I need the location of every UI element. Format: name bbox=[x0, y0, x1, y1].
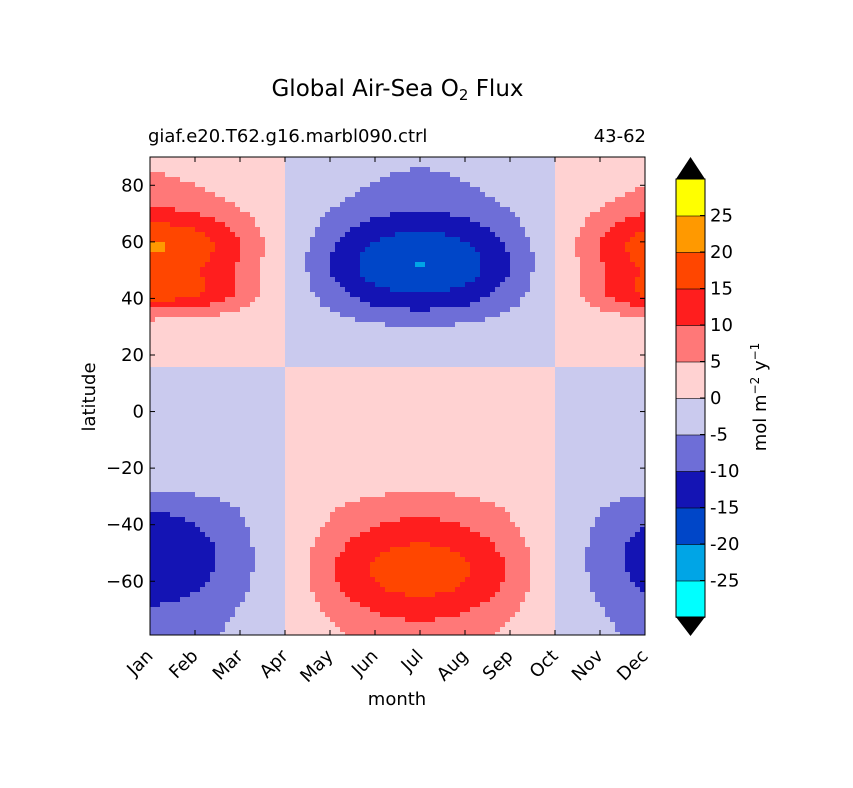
x-tick-label: Jul bbox=[397, 646, 428, 677]
y-tick-label: 80 bbox=[121, 175, 144, 196]
x-tick-label: Nov bbox=[568, 645, 608, 685]
x-axis-label: month bbox=[368, 689, 426, 710]
colorbar-segment bbox=[675, 324, 706, 363]
y-tick-label: −40 bbox=[106, 515, 144, 536]
colorbar-label: mol m−2 y−1 bbox=[748, 343, 771, 452]
colorbar-segment bbox=[675, 543, 706, 582]
colorbar-tick-label: -25 bbox=[710, 571, 739, 592]
x-tick-label: Feb bbox=[165, 646, 202, 683]
colorbar-segment bbox=[675, 580, 706, 618]
x-tick-label: Oct bbox=[526, 646, 563, 683]
y-tick-label: −60 bbox=[106, 571, 144, 592]
x-tick-label: May bbox=[296, 645, 337, 686]
y-tick-label: 60 bbox=[121, 232, 144, 253]
plot-frame bbox=[149, 156, 646, 636]
colorbar-tick-label: 25 bbox=[710, 206, 733, 227]
chart-subtitle-right: 43-62 bbox=[593, 126, 646, 147]
y-tick-label: 0 bbox=[133, 402, 144, 423]
colorbar-tick-label: 5 bbox=[710, 352, 721, 373]
colorbar-segment bbox=[675, 251, 706, 290]
x-tick-label: Sep bbox=[479, 646, 518, 685]
colorbar-segment bbox=[675, 361, 706, 399]
colorbar-segment bbox=[675, 434, 706, 472]
x-tick-label: Mar bbox=[209, 645, 248, 684]
x-tick-label: Aug bbox=[433, 646, 473, 686]
colorbar-segment bbox=[675, 397, 706, 436]
colorbar-tick-label: 15 bbox=[710, 279, 733, 300]
colorbar-tick-label: 10 bbox=[710, 315, 733, 336]
colorbar-tick-label: -15 bbox=[710, 498, 739, 519]
x-tick-label: Dec bbox=[613, 646, 652, 685]
y-tick-label: 40 bbox=[121, 288, 144, 309]
x-tick-label: Apr bbox=[256, 645, 293, 682]
colorbar-segment bbox=[675, 178, 706, 217]
colorbar-segment bbox=[675, 215, 706, 253]
y-axis: 80 60 40 20 0 −20 −40 −60 bbox=[106, 175, 645, 592]
chart-subtitle-left: giaf.e20.T62.g16.marbl090.ctrl bbox=[148, 126, 428, 147]
colorbar-segment bbox=[675, 470, 706, 509]
x-tick-label: Jan bbox=[122, 646, 157, 681]
y-axis-label: latitude bbox=[79, 362, 100, 431]
colorbar-tick-label: -20 bbox=[710, 534, 739, 555]
colorbar-tick-label: -5 bbox=[710, 425, 728, 446]
y-tick-label: −20 bbox=[106, 458, 144, 479]
colorbar-segment bbox=[675, 288, 706, 326]
colorbar-segment bbox=[675, 507, 706, 545]
y-tick-label: 20 bbox=[121, 345, 144, 366]
colorbar-tick-label: 0 bbox=[710, 388, 721, 409]
colorbar-tick-label: -10 bbox=[710, 461, 739, 482]
colorbar-under-triangle bbox=[676, 617, 705, 636]
colorbar-tick-label: 20 bbox=[710, 242, 733, 263]
chart-title: Global Air-Sea O2 Flux bbox=[271, 76, 524, 104]
colorbar-over-triangle bbox=[676, 157, 705, 179]
contour-field bbox=[150, 157, 645, 635]
colorbar: -25 -20 -15 -10 -5 0 5 10 15 20 25 bbox=[675, 157, 739, 636]
x-tick-label: Jun bbox=[347, 646, 382, 681]
